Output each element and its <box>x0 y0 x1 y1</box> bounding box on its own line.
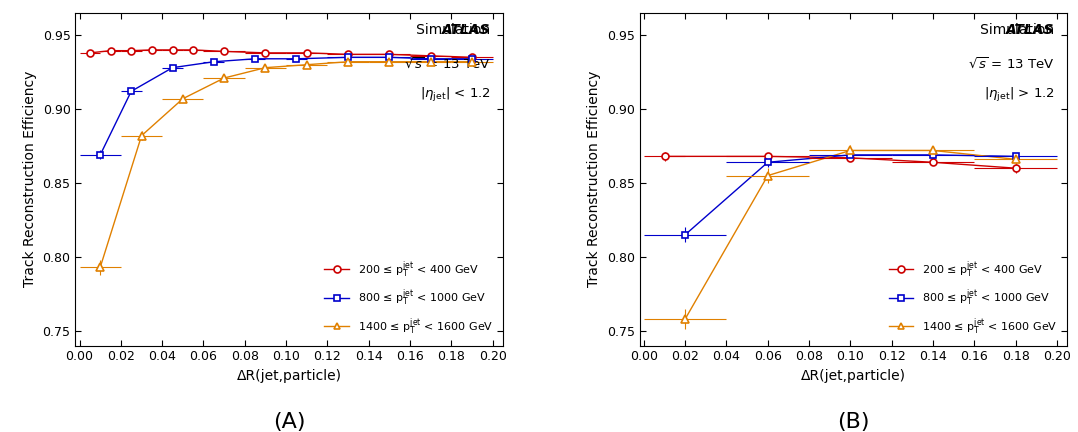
Legend: 200 ≤ p$_\mathregular{T}^\mathregular{jet}$ < 400 GeV, 800 ≤ p$_\mathregular{T}^: 200 ≤ p$_\mathregular{T}^\mathregular{je… <box>324 259 493 337</box>
Text: Simulation: Simulation <box>368 23 490 37</box>
Text: $\sqrt{s}$ = 13 TeV: $\sqrt{s}$ = 13 TeV <box>968 56 1054 71</box>
Text: Simulation: Simulation <box>932 23 1054 37</box>
Y-axis label: Track Reconstruction Efficiency: Track Reconstruction Efficiency <box>588 71 602 287</box>
Y-axis label: Track Reconstruction Efficiency: Track Reconstruction Efficiency <box>23 71 37 287</box>
Text: (B): (B) <box>838 412 870 432</box>
X-axis label: ΔR(jet,particle): ΔR(jet,particle) <box>801 369 906 383</box>
Text: $|\eta_\mathrm{jet}|$ < 1.2: $|\eta_\mathrm{jet}|$ < 1.2 <box>420 86 490 104</box>
Legend: 200 ≤ p$_\mathregular{T}^\mathregular{jet}$ < 400 GeV, 800 ≤ p$_\mathregular{T}^: 200 ≤ p$_\mathregular{T}^\mathregular{je… <box>888 259 1058 337</box>
X-axis label: ΔR(jet,particle): ΔR(jet,particle) <box>237 369 342 383</box>
Text: $|\eta_\mathrm{jet}|$ > 1.2: $|\eta_\mathrm{jet}|$ > 1.2 <box>984 86 1054 104</box>
Text: ATLAS: ATLAS <box>442 23 490 37</box>
Text: (A): (A) <box>273 412 305 432</box>
Text: $\sqrt{s}$ = 13 TeV: $\sqrt{s}$ = 13 TeV <box>403 56 490 71</box>
Text: ATLAS: ATLAS <box>1006 23 1054 37</box>
